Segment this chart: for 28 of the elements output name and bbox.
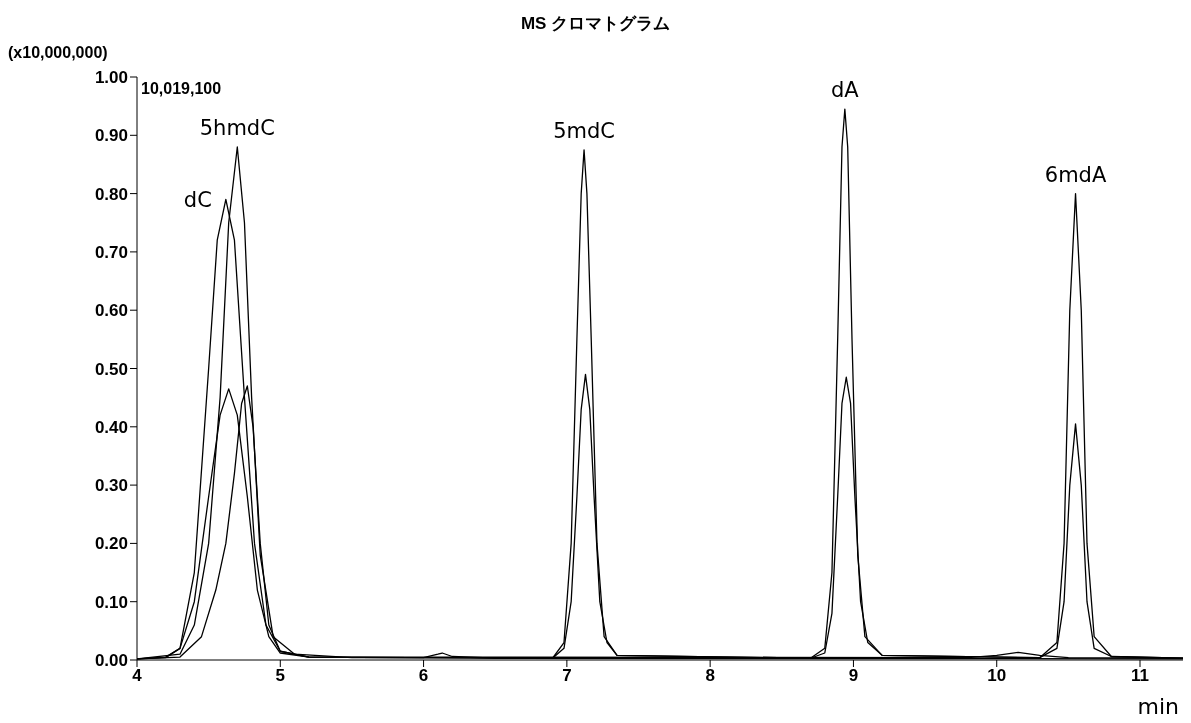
y-tick-label: 0.70 [94, 242, 128, 262]
y-tick-label: 0.80 [94, 184, 128, 204]
x-tick-label: 5 [275, 666, 286, 686]
x-axis-title: min [1137, 694, 1179, 719]
y-tick-label: 0.40 [94, 417, 128, 437]
y-tick-label: 0.10 [94, 592, 128, 612]
y-tick-label: 0.20 [94, 534, 128, 554]
x-tick-label: 9 [848, 666, 859, 686]
annotation: 5hmdC [199, 115, 275, 140]
y-tick-label: 0.00 [94, 651, 128, 671]
x-tick-label: 10 [987, 666, 1007, 686]
y-tick-label: 0.50 [94, 359, 128, 379]
x-tick-label: 8 [705, 666, 715, 686]
chart-title: MS クロマトグラム [519, 13, 672, 35]
annotation: dA [830, 78, 860, 103]
x-tick-label: 11 [1131, 666, 1150, 686]
x-tick-label: 4 [132, 666, 143, 686]
annotation: dC [183, 187, 212, 212]
annotation: 6mdA [1044, 162, 1107, 187]
x-tick-label: 7 [562, 666, 572, 686]
x-tick-label: 6 [418, 666, 429, 686]
y-axis-title: (x10,000,000) [8, 44, 108, 62]
y-tick-label: 0.90 [94, 126, 128, 146]
annotation: 10,019,100 [141, 80, 222, 98]
y-tick-label: 1.00 [94, 68, 128, 88]
annotation: 5mdC [553, 118, 615, 143]
y-tick-label: 0.30 [94, 476, 128, 496]
y-tick-label: 0.60 [94, 301, 128, 321]
